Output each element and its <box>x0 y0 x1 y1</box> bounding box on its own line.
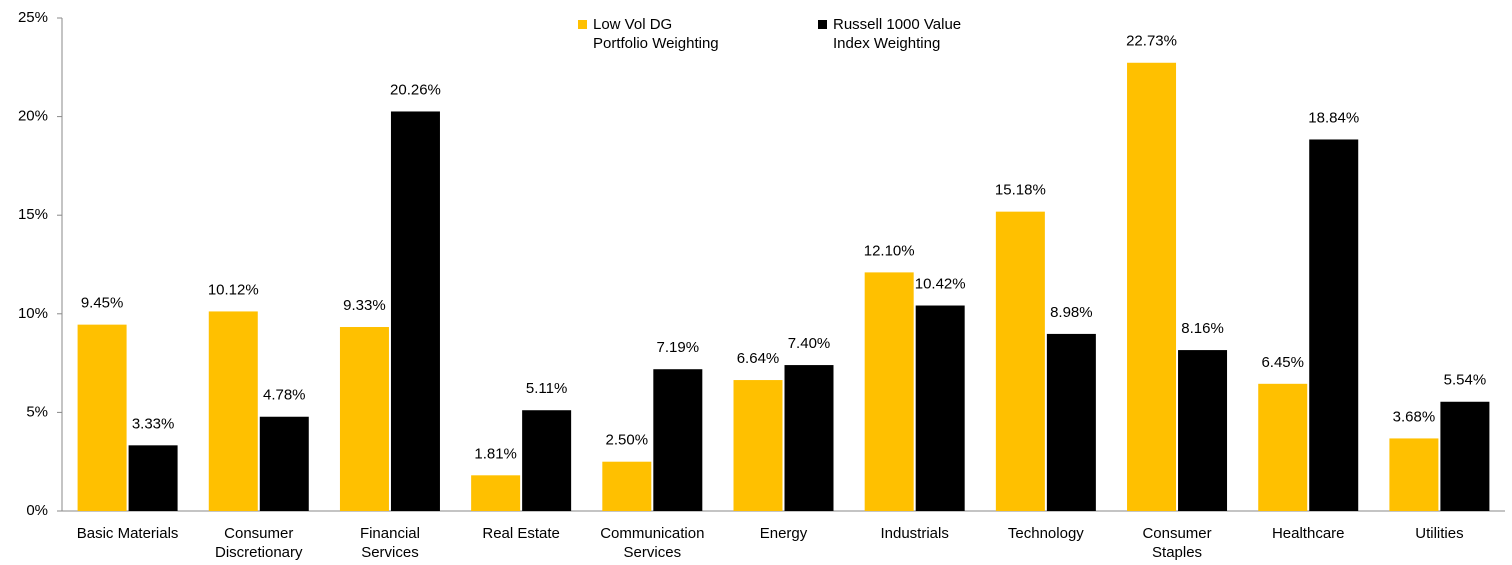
bar <box>1046 333 1096 511</box>
x-tick-label: Consumer Discretionary <box>215 525 303 561</box>
y-tick-label: 20% <box>18 108 48 125</box>
value-label: 6.45% <box>1261 354 1304 371</box>
value-label: 1.81% <box>474 445 517 462</box>
bar <box>1309 139 1359 511</box>
x-tick-label: Healthcare <box>1272 525 1345 542</box>
bar <box>1440 401 1490 511</box>
x-tick-label: Energy <box>760 525 808 542</box>
value-label: 20.26% <box>390 81 441 98</box>
value-label: 15.18% <box>995 182 1046 199</box>
legend-swatch <box>818 20 827 29</box>
value-label: 4.78% <box>263 387 306 404</box>
value-label: 10.12% <box>208 281 259 298</box>
bar <box>733 380 783 511</box>
value-label: 18.84% <box>1308 109 1359 126</box>
value-label: 3.33% <box>132 415 175 432</box>
value-label: 3.68% <box>1393 408 1436 425</box>
bar <box>471 475 521 511</box>
value-label: 9.45% <box>81 295 124 312</box>
x-tick-label: Industrials <box>880 525 948 542</box>
y-tick-label: 10% <box>18 305 48 322</box>
bar <box>915 305 965 511</box>
legend-label: Russell 1000 Value Index Weighting <box>833 16 961 52</box>
y-tick-label: 0% <box>26 502 48 519</box>
y-tick-label: 5% <box>26 403 48 420</box>
bar <box>128 445 178 511</box>
x-tick-label: Basic Materials <box>77 525 179 542</box>
x-tick-label: Financial Services <box>360 525 420 561</box>
bar <box>390 111 440 511</box>
bar <box>339 327 389 511</box>
value-label: 2.50% <box>606 432 649 449</box>
x-tick-label: Technology <box>1008 525 1084 542</box>
bar <box>602 461 652 511</box>
value-label: 5.54% <box>1444 372 1487 389</box>
bar <box>864 272 914 511</box>
value-label: 7.40% <box>788 335 831 352</box>
y-tick-label: 15% <box>18 206 48 223</box>
x-tick-label: Utilities <box>1415 525 1463 542</box>
value-label: 7.19% <box>657 339 700 356</box>
bar <box>77 324 127 511</box>
bar <box>1178 350 1228 511</box>
value-label: 9.33% <box>343 297 386 314</box>
bar <box>522 410 572 511</box>
bar <box>208 311 258 511</box>
value-label: 5.11% <box>526 380 567 397</box>
value-label: 8.16% <box>1181 320 1224 337</box>
x-tick-label: Real Estate <box>482 525 560 542</box>
value-label: 10.42% <box>915 275 966 292</box>
bar <box>995 211 1045 512</box>
bar <box>259 416 309 511</box>
bar <box>1258 383 1308 511</box>
y-tick-label: 25% <box>18 9 48 26</box>
value-label: 8.98% <box>1050 304 1093 321</box>
x-tick-label: Communication Services <box>600 525 704 561</box>
value-label: 12.10% <box>864 242 915 259</box>
x-tick-label: Consumer Staples <box>1142 525 1211 561</box>
value-label: 6.64% <box>737 350 780 367</box>
value-label: 22.73% <box>1126 33 1177 50</box>
bar <box>653 369 703 511</box>
legend-swatch <box>578 20 587 29</box>
legend-label: Low Vol DG Portfolio Weighting <box>593 16 719 52</box>
bar <box>1127 62 1177 511</box>
bar <box>1389 438 1439 511</box>
bar <box>784 365 834 511</box>
